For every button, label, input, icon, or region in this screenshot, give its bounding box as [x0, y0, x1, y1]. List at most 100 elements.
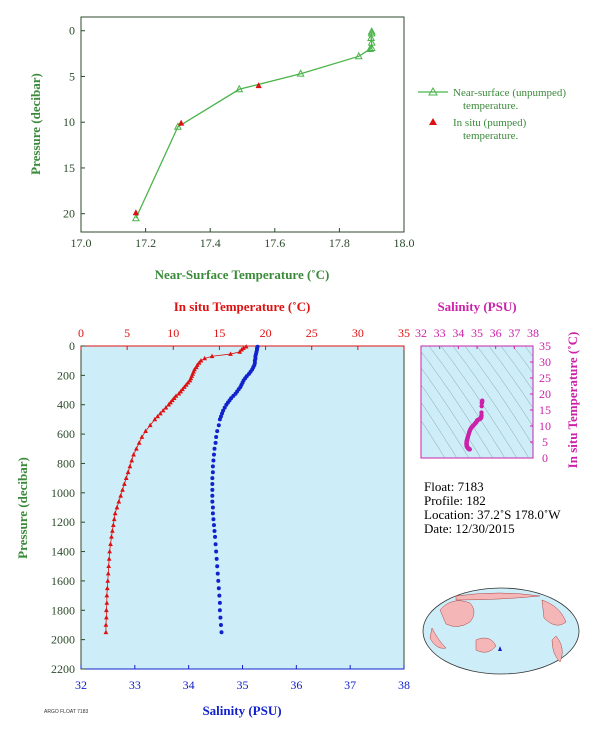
salinity-point: [212, 528, 217, 533]
salinity-point: [218, 622, 223, 627]
temperature-point: [116, 499, 122, 504]
salinity-point: [214, 435, 219, 440]
temp-tick-label: 5: [124, 326, 130, 340]
temperature-point: [108, 541, 113, 547]
salinity-point: [217, 417, 222, 422]
temperature-point: [185, 380, 191, 385]
density-contour: [452, 346, 530, 458]
temperature-point: [136, 440, 142, 445]
ts-x-tick-label: 35: [471, 326, 483, 340]
salinity-point: [215, 571, 220, 576]
temperature-point: [109, 534, 114, 539]
temperature-point: [111, 516, 117, 522]
salinity-point: [219, 630, 224, 635]
salinity-point: [216, 586, 221, 591]
pressure-tick-label: 0: [69, 339, 75, 353]
temperature-point: [180, 386, 185, 392]
salinity-tick-label: 32: [75, 678, 87, 692]
top-x-tick-label: 17.8: [329, 236, 350, 250]
density-contour: [421, 401, 458, 458]
temperature-point: [160, 408, 166, 413]
salinity-profile: [210, 344, 260, 635]
pressure-tick-label: 1600: [51, 574, 75, 588]
salinity-point: [216, 423, 221, 428]
ts-point: [479, 403, 484, 409]
salinity-point: [210, 511, 215, 516]
ts-y-tick-label: 10: [539, 419, 551, 433]
ts-x-tick-label: 32: [415, 326, 427, 340]
near-surface-point: [173, 122, 182, 130]
pressure-axis-label: Pressure (decibar): [15, 457, 30, 559]
salinity-point: [210, 487, 215, 492]
temperature-point: [152, 416, 158, 422]
top-x-tick-label: 17.4: [200, 236, 221, 250]
temperature-point: [183, 382, 189, 387]
top-x-tick-label: 17.0: [71, 236, 92, 250]
date: Date: 12/30/2015: [424, 521, 515, 536]
salinity-point: [222, 405, 227, 410]
temperature-point: [125, 469, 131, 475]
map-land-africa: [429, 627, 447, 649]
salinity-point: [215, 429, 220, 434]
map-land-north-america: [541, 599, 567, 626]
temperature-point: [176, 391, 182, 396]
pressure-tick-label: 800: [57, 456, 75, 470]
temperature-point: [147, 422, 153, 428]
salinity-point: [217, 608, 222, 613]
temperature-point: [114, 504, 120, 510]
salinity-point: [216, 578, 221, 583]
density-contour: [476, 346, 533, 427]
density-contour: [421, 367, 482, 458]
in-situ-point: [255, 82, 262, 89]
pressure-axis-ticks: 0 200 400 600 800 1000 1200 1400 1600 1800 2000 220…: [51, 339, 85, 676]
temp-axis-ticks: 0 5 10 15 20 25 30 35: [78, 326, 410, 350]
ts-frame: [420, 345, 534, 459]
temperature-point: [178, 388, 184, 394]
salinity-point: [212, 446, 217, 451]
temperature-point: [127, 463, 133, 469]
salinity-point: [210, 470, 215, 475]
salinity-point: [210, 493, 215, 498]
salinity-point: [213, 542, 218, 547]
pressure-tick-label: 2200: [51, 662, 75, 676]
near-surface-point: [354, 51, 363, 60]
temperature-point: [105, 578, 111, 583]
salinity-point: [217, 600, 222, 605]
temperature-point: [155, 413, 160, 419]
salinity-point: [215, 564, 220, 569]
temperature-point: [194, 364, 199, 370]
temperature-point: [123, 475, 129, 480]
ts-title: Salinity (PSU): [437, 299, 516, 314]
temp-tick-label: 20: [260, 326, 272, 340]
temperature-point: [139, 434, 145, 439]
salinity-tick-label: 38: [398, 678, 410, 692]
top-x-axis-label: Near-Surface Temperature (˚C): [155, 267, 330, 282]
temperature-point: [209, 353, 215, 359]
temperature-point: [120, 487, 125, 492]
ts-x-ticks: 32 33 34 35 36 37 38: [415, 326, 539, 349]
salinity-point: [213, 440, 218, 445]
temperature-point: [237, 349, 243, 354]
temperature-point: [163, 405, 169, 410]
temperature-point: [107, 548, 112, 554]
legend-label-pumped-1: In situ (pumped): [453, 117, 527, 129]
top-x-tick-label: 18.0: [394, 236, 415, 250]
salinity-point: [211, 523, 216, 528]
ts-y-tick-label: 30: [539, 355, 551, 369]
density-contour: [500, 346, 533, 391]
temp-tick-label: 0: [78, 326, 84, 340]
top-y-tick-label: 10: [63, 115, 75, 129]
temp-tick-label: 25: [306, 326, 318, 340]
temperature-point: [112, 510, 118, 516]
temperature-point: [131, 452, 136, 457]
temperature-point: [110, 522, 116, 527]
temperature-point: [103, 622, 109, 627]
ts-y-tick-label: 15: [539, 403, 551, 417]
near-surface-point: [366, 44, 375, 52]
salinity-tick-label: 34: [183, 678, 195, 692]
density-contour: [428, 346, 506, 458]
near-surface-point: [367, 43, 376, 52]
density-contour: [488, 346, 533, 409]
temperature-point: [104, 615, 109, 620]
